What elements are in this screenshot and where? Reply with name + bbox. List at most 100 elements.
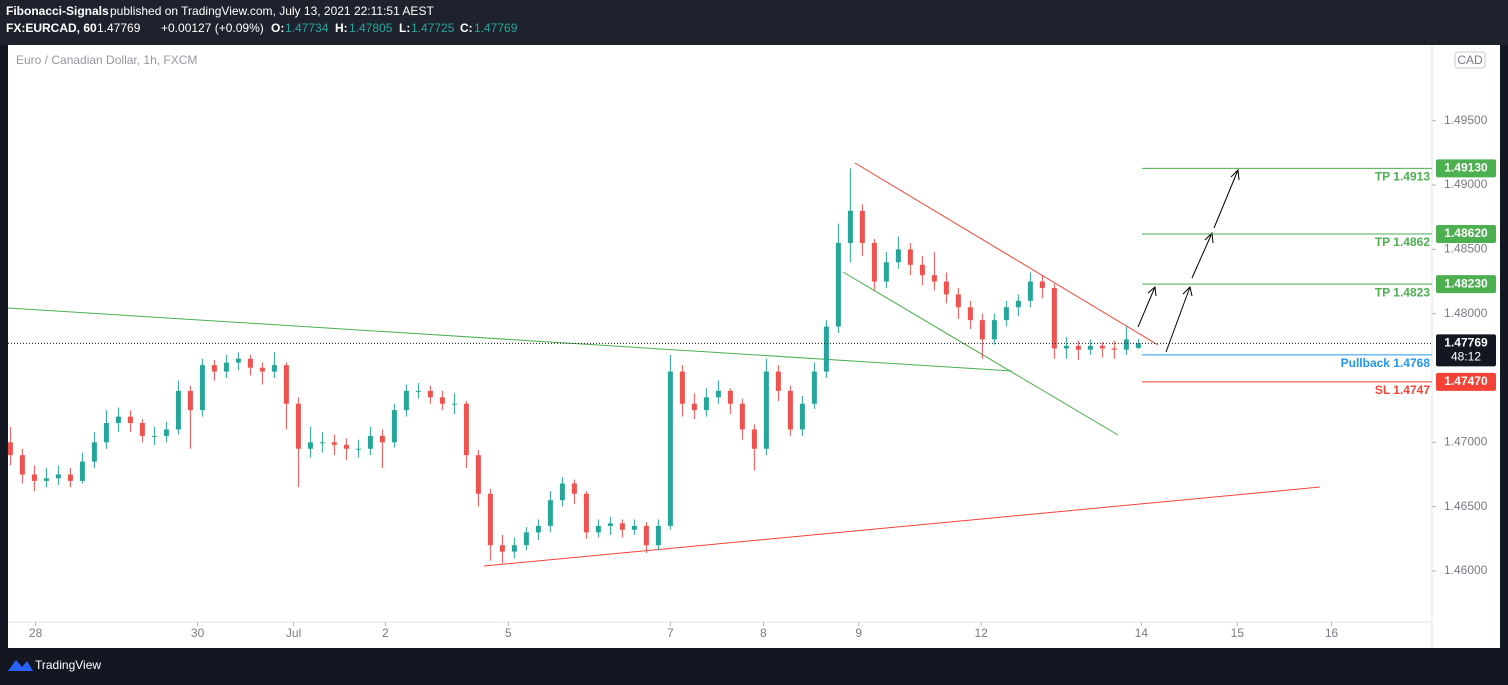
change: +0.00127 (+0.09%) — [161, 21, 264, 35]
candle-body — [295, 403, 301, 449]
candle-body — [559, 483, 565, 501]
candle-body — [955, 294, 961, 308]
candle-body — [127, 416, 133, 424]
candle-body — [919, 264, 925, 276]
y-tick-label: 1.48000 — [1444, 306, 1488, 320]
arrow — [1137, 286, 1156, 328]
header-bar — [0, 0, 1508, 45]
level-label: 1.49130 — [1444, 161, 1488, 175]
x-tick-label: 8 — [760, 626, 767, 640]
candle-body — [7, 442, 13, 456]
candle-body — [967, 307, 973, 321]
level-name: TP 1.4823 — [1375, 285, 1430, 299]
candle-body — [415, 390, 421, 392]
level-box — [1436, 159, 1496, 178]
candle-body — [535, 525, 541, 533]
candle-body — [319, 442, 325, 444]
candle-body — [907, 249, 913, 265]
candle-body — [991, 320, 997, 340]
footer-bar — [0, 648, 1508, 685]
level-box — [1436, 224, 1496, 243]
candle-body — [787, 390, 793, 430]
candle-body — [235, 358, 241, 363]
candle-body — [655, 525, 661, 546]
candle-body — [115, 416, 121, 424]
candle-body — [667, 371, 673, 526]
candle-body — [1135, 343, 1141, 348]
x-tick-label: 28 — [29, 626, 43, 640]
candle-body — [187, 390, 193, 411]
h-value: 1.47805 — [349, 21, 393, 35]
publisher: Fibonacci-Signals — [6, 4, 109, 18]
candle-body — [331, 442, 337, 445]
candle-body — [619, 523, 625, 530]
o-value: 1.47734 — [285, 21, 329, 35]
arrow-head — [1182, 286, 1193, 297]
candle-body — [19, 455, 25, 475]
currency[interactable]: CAD — [1457, 53, 1483, 67]
candle-body — [763, 371, 769, 449]
candle-body — [1099, 345, 1105, 349]
candle-body — [1123, 339, 1129, 350]
x-tick-label: 14 — [1135, 626, 1149, 640]
candle-body — [811, 371, 817, 404]
x-tick-label: 9 — [855, 626, 862, 640]
y-tick-label: 1.47000 — [1444, 434, 1488, 448]
candle-body — [247, 358, 253, 368]
level-label: 1.48620 — [1444, 226, 1488, 240]
x-tick-label: 5 — [505, 626, 512, 640]
candle-body — [835, 242, 841, 327]
candle-body — [391, 410, 397, 443]
price-box — [1436, 334, 1496, 367]
candle-body — [883, 262, 889, 282]
candle-body — [379, 435, 385, 443]
c-label: C: — [460, 21, 473, 35]
logo — [8, 660, 33, 671]
h-label: H: — [335, 21, 348, 35]
candle-body — [607, 523, 613, 526]
c-value: 1.47769 — [474, 21, 518, 35]
candle-body — [55, 474, 61, 479]
candle-body — [259, 367, 265, 372]
y-tick-label: 1.49000 — [1444, 177, 1488, 191]
currency-box[interactable] — [1454, 51, 1486, 69]
candle-body — [859, 210, 865, 243]
candle-body — [367, 435, 373, 449]
candle-body — [103, 423, 109, 443]
candle-body — [1027, 281, 1033, 301]
candle-body — [163, 429, 169, 436]
candle-body — [1051, 287, 1057, 349]
candle-body — [271, 365, 277, 372]
candle-body — [871, 242, 877, 282]
candle-body — [703, 397, 709, 411]
candle-body — [211, 365, 217, 372]
candle-body — [475, 455, 481, 494]
candle-body — [691, 403, 697, 411]
trendline — [854, 162, 1159, 346]
candle-body — [139, 423, 145, 436]
candle-body — [223, 362, 229, 372]
candle-body — [1111, 348, 1117, 350]
y-tick-label: 1.49500 — [1444, 113, 1488, 127]
candle-body — [1063, 345, 1069, 349]
trendline — [483, 486, 1321, 567]
candle-body — [1039, 281, 1045, 288]
o-label: O: — [271, 21, 284, 35]
arrow-head — [1204, 231, 1214, 244]
symbol: FX:EURCAD, 60 — [6, 21, 97, 35]
candle-body — [91, 442, 97, 462]
candle-body — [43, 478, 49, 481]
candle-body — [751, 429, 757, 449]
current-price: 1.47769 — [1444, 336, 1488, 350]
candle-body — [499, 545, 505, 552]
arrow-head — [1230, 168, 1240, 181]
l-value: 1.47725 — [411, 21, 455, 35]
candle-body — [343, 444, 349, 449]
candle-body — [895, 249, 901, 263]
arrows — [1137, 168, 1240, 353]
candle-body — [439, 397, 445, 404]
candle-body — [643, 525, 649, 546]
candle-body — [487, 493, 493, 546]
candle-body — [523, 532, 529, 546]
